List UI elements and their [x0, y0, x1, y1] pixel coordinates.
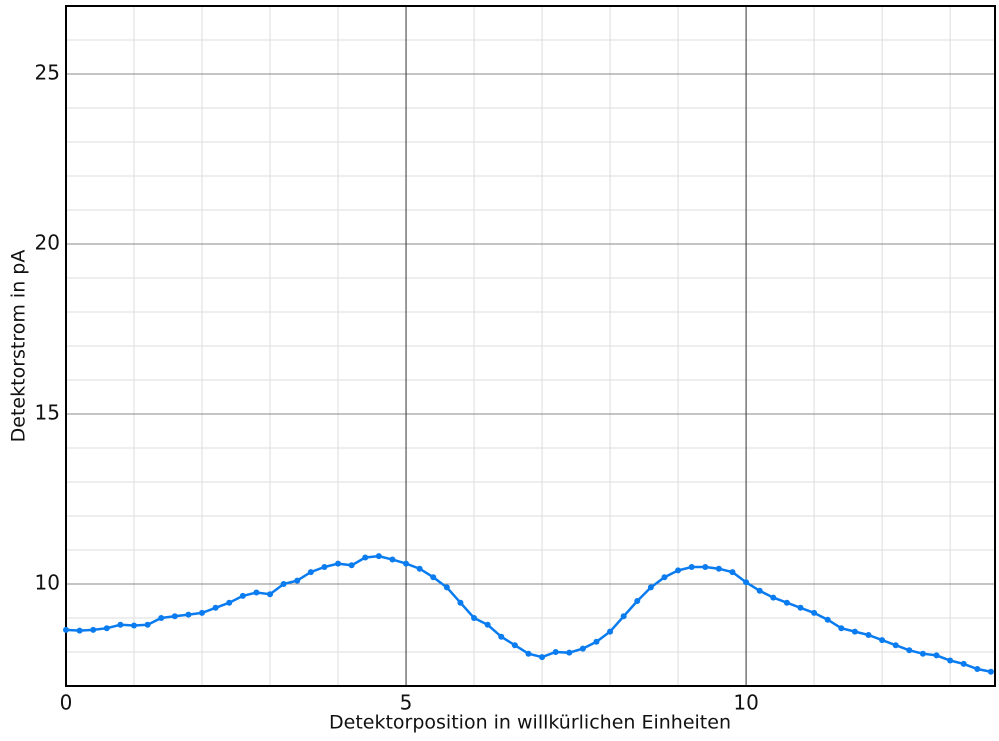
data-point: [552, 649, 559, 655]
data-point: [253, 589, 260, 596]
data-point: [416, 565, 423, 572]
data-point: [770, 594, 777, 601]
data-point: [76, 627, 83, 634]
x-tick-label: 10: [733, 691, 758, 715]
data-point: [661, 574, 668, 581]
data-point: [389, 556, 396, 563]
data-point: [280, 581, 287, 587]
data-point: [226, 599, 233, 606]
data-point: [294, 577, 301, 584]
y-tick-label: 25: [35, 61, 60, 85]
y-axis-label: Detektorstrom in pA: [8, 250, 30, 443]
data-point: [566, 649, 573, 656]
data-point: [715, 565, 722, 572]
x-axis-label: Detektorposition in willkürlichen Einhei…: [329, 712, 731, 734]
data-point: [307, 569, 314, 576]
y-tick-label: 10: [35, 571, 60, 595]
data-point: [688, 564, 695, 570]
data-point: [797, 604, 804, 611]
data-point: [117, 621, 124, 628]
data-point: [131, 622, 138, 629]
data-point: [539, 654, 546, 661]
data-point: [171, 613, 178, 620]
data-point: [756, 587, 763, 594]
data-point: [974, 666, 981, 672]
data-point: [144, 621, 151, 628]
data-point: [743, 579, 750, 586]
data-point: [63, 626, 69, 633]
data-point: [457, 599, 464, 606]
data-point: [430, 574, 437, 581]
y-tick-label: 20: [35, 231, 60, 255]
data-point: [647, 584, 654, 591]
data-point: [375, 553, 382, 560]
data-point: [607, 628, 614, 635]
data-point: [267, 591, 274, 598]
data-point: [103, 625, 110, 632]
data-point: [484, 621, 491, 628]
x-tick-label: 0: [60, 691, 73, 715]
data-point: [906, 647, 913, 654]
data-point: [634, 598, 641, 604]
data-point: [620, 613, 627, 620]
data-point: [702, 564, 709, 570]
x-tick-label: 5: [400, 691, 413, 715]
data-point: [879, 637, 886, 644]
data-point: [892, 642, 899, 649]
data-point: [212, 604, 219, 611]
data-point: [443, 584, 450, 591]
data-point: [960, 660, 967, 667]
data-point: [90, 626, 97, 633]
data-point: [498, 633, 505, 640]
data-point: [851, 628, 858, 635]
data-point: [783, 599, 790, 606]
y-tick-label: 15: [35, 401, 60, 425]
data-point: [185, 611, 192, 618]
data-point: [593, 638, 600, 645]
data-point: [362, 554, 369, 561]
data-point: [239, 592, 246, 599]
data-point: [987, 668, 994, 675]
data-point: [729, 569, 736, 576]
data-point: [348, 562, 355, 569]
data-point: [579, 645, 586, 652]
data-point: [919, 650, 926, 657]
data-point: [933, 652, 940, 659]
data-point: [811, 609, 818, 616]
data-point: [158, 615, 165, 621]
data-point: [471, 615, 478, 621]
data-point: [675, 567, 682, 574]
data-point: [824, 616, 831, 623]
data-point: [838, 625, 845, 632]
plot-frame: [65, 5, 996, 687]
data-point: [321, 564, 328, 570]
data-point: [199, 609, 206, 616]
data-point: [947, 657, 954, 664]
data-point: [403, 560, 410, 567]
data-point: [511, 642, 518, 649]
data-point: [525, 650, 532, 657]
data-point: [335, 560, 342, 567]
data-point: [865, 632, 872, 638]
